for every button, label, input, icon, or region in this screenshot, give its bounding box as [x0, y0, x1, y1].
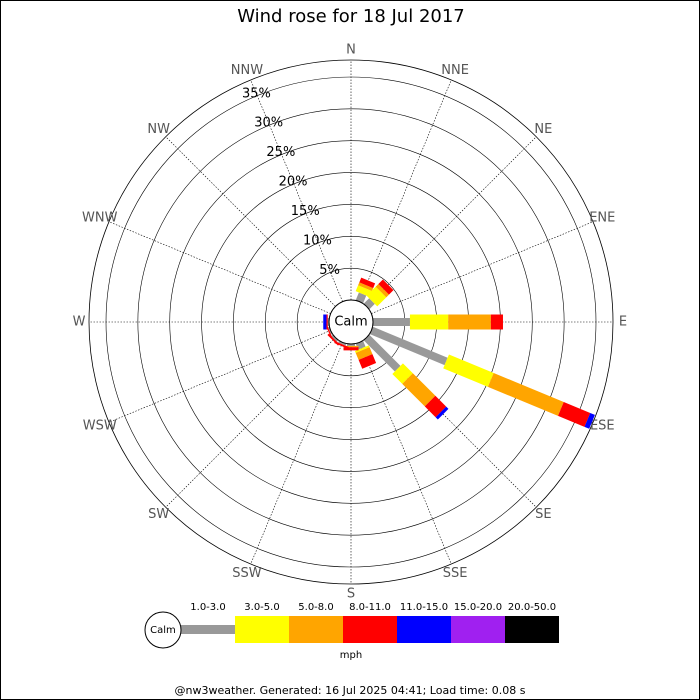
spoke	[165, 337, 336, 508]
spoke	[359, 342, 452, 565]
direction-label: NW	[147, 122, 170, 137]
legend-bar	[181, 625, 235, 634]
spoke	[366, 136, 537, 307]
bar-segment	[366, 286, 387, 307]
spoke	[108, 330, 331, 423]
direction-label: NE	[534, 122, 552, 137]
unit-label: mph	[340, 650, 362, 661]
legend-swatch	[451, 616, 505, 643]
bar-segment	[358, 282, 374, 292]
bar-segment	[378, 279, 394, 295]
spoke	[250, 79, 343, 302]
bar-segment	[402, 373, 436, 407]
chart-title: Wind rose for 18 Jul 2017	[237, 6, 465, 27]
direction-label: NNW	[231, 63, 263, 78]
bar-segment	[490, 314, 503, 330]
direction-label: ENE	[589, 210, 615, 225]
calm-circle	[328, 299, 374, 345]
bar-segment	[327, 333, 340, 346]
legend-swatch	[505, 616, 559, 643]
direction-label: W	[73, 315, 86, 330]
outer-ring	[88, 59, 614, 585]
bar-segment	[557, 402, 591, 427]
ring-label: 30%	[254, 116, 283, 131]
legend-label: 1.0-3.0	[190, 602, 225, 613]
bar-segment	[363, 298, 375, 310]
bar-segment	[331, 334, 339, 342]
legend-label: 5.0-8.0	[298, 602, 333, 613]
spoke	[250, 342, 343, 565]
direction-label: WNW	[82, 210, 118, 225]
direction-label: SSE	[443, 566, 468, 581]
bar-segment	[409, 314, 449, 330]
spoke	[371, 221, 594, 314]
bar-segment	[358, 354, 377, 369]
legend-label: 20.0-50.0	[508, 602, 556, 613]
bar-segment	[359, 277, 376, 289]
ring-label: 5%	[319, 263, 340, 278]
ring-label: 35%	[242, 86, 271, 101]
direction-label: ESE	[590, 419, 615, 434]
bar-segment	[343, 345, 359, 348]
legend-label: 15.0-20.0	[454, 602, 502, 613]
ring-label: 15%	[291, 204, 320, 219]
legend-calm	[144, 611, 182, 649]
bar-segment	[326, 314, 328, 330]
bar-segment	[584, 412, 595, 429]
legend-swatch	[343, 616, 397, 643]
calm-label: Calm	[334, 315, 367, 330]
ring-label: 10%	[303, 233, 332, 248]
legend-label: 8.0-11.0	[349, 602, 391, 613]
legend-label: 11.0-15.0	[400, 602, 448, 613]
spoke	[165, 136, 336, 307]
spoke	[359, 79, 452, 302]
bar-segment	[435, 406, 449, 420]
legend-swatch	[397, 616, 451, 643]
bar-segment	[355, 285, 372, 297]
bar-segment	[363, 334, 401, 372]
direction-label: NNE	[441, 63, 469, 78]
bar-segment	[343, 347, 359, 351]
bar-segment	[338, 340, 347, 346]
direction-label: SE	[535, 507, 551, 522]
bar-segment	[369, 326, 448, 366]
bar-segment	[327, 326, 333, 335]
bar-segment	[323, 314, 327, 330]
direction-label: S	[347, 587, 355, 602]
legend-swatch	[289, 616, 343, 643]
bar-segment	[355, 347, 373, 360]
bar-segment	[487, 372, 564, 416]
legend-swatch	[235, 616, 289, 643]
bar-segment	[355, 292, 367, 304]
direction-label: WSW	[83, 419, 117, 434]
direction-label: N	[346, 43, 356, 58]
ring-label: 20%	[279, 175, 308, 190]
bar-segment	[443, 354, 494, 387]
legend-calm-label: Calm	[150, 625, 176, 636]
direction-label: SSW	[232, 566, 262, 581]
bar-segment	[373, 318, 410, 326]
direction-label: SW	[148, 507, 169, 522]
direction-label: E	[619, 315, 627, 330]
grid-ring	[137, 108, 565, 536]
bar-segment	[347, 344, 355, 346]
legend-label: 3.0-5.0	[244, 602, 279, 613]
bar-segment	[424, 395, 447, 418]
spoke	[108, 221, 331, 314]
bar-segment	[392, 363, 413, 384]
bar-segment	[354, 345, 370, 353]
ring-label: 25%	[266, 145, 295, 160]
bar-segment	[375, 284, 389, 298]
bar-segment	[448, 314, 491, 330]
footer: @nw3weather. Generated: 16 Jul 2025 04:4…	[175, 684, 526, 697]
